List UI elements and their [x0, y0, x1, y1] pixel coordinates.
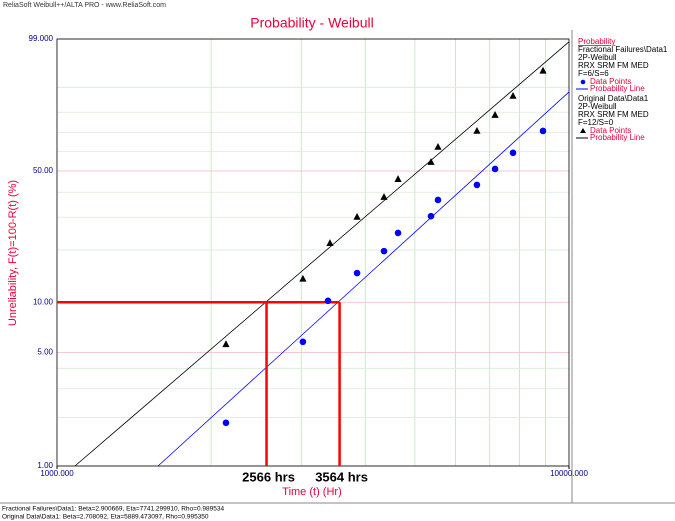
data-point — [434, 142, 442, 150]
y-tick-label: 1.00 — [37, 461, 53, 470]
data-point — [509, 149, 517, 157]
footer-line: Fractional Failures\Data1: Beta=2.900669… — [2, 506, 224, 513]
data-point — [434, 196, 442, 204]
data-point — [326, 239, 334, 246]
footer-line: Original Data\Data1: Beta=2.708092, Eta=… — [2, 514, 209, 521]
data-point — [427, 158, 435, 165]
chart-title: Probability - Weibull — [250, 15, 373, 31]
legend-detail: RRX SRM FM MED — [578, 61, 649, 70]
y-tick-label: 99.000 — [29, 34, 54, 43]
reference-label: 2566 hrs — [242, 469, 295, 484]
data-point — [353, 212, 361, 220]
x-tick-label: 10000.000 — [550, 469, 588, 478]
y-tick-label: 10.00 — [33, 297, 54, 306]
legend-entry: Fractional Failures\Data1 — [578, 45, 668, 54]
data-point — [222, 340, 230, 348]
legend-title: Probability — [578, 37, 615, 46]
y-tick-label: 50.00 — [33, 166, 54, 175]
data-point — [394, 229, 402, 237]
data-point — [427, 212, 435, 220]
data-point — [380, 193, 388, 200]
data-point — [324, 297, 332, 305]
legend-entry: Data Points — [590, 126, 631, 135]
probability-line — [157, 91, 570, 467]
data-point — [491, 165, 499, 173]
reference-label: 3564 hrs — [315, 469, 368, 484]
legend-entry: Probability Line — [590, 133, 645, 142]
probability-line — [74, 41, 570, 467]
legend-detail: 2P-Weibull — [578, 102, 617, 111]
legend-entry: Data Points — [590, 77, 631, 86]
data-point — [222, 419, 230, 427]
legend-entry: Probability Line — [590, 84, 645, 93]
y-axis-title: Unreliability, F(t)=100-R(t) (%) — [7, 180, 19, 326]
plot-frame — [56, 38, 570, 467]
data-point — [509, 91, 517, 99]
legend-entry: Original Data\Data1 — [578, 94, 649, 103]
data-point — [473, 126, 481, 134]
legend-marker — [580, 79, 586, 85]
data-point — [299, 338, 307, 346]
data-point — [539, 66, 547, 74]
y-tick-label: 5.00 — [37, 348, 53, 357]
legend-detail: 2P-Weibull — [578, 53, 617, 62]
x-axis-title: Time (t) (Hr) — [282, 486, 341, 498]
data-point — [473, 181, 481, 189]
legend-detail: RRX SRM FM MED — [578, 110, 649, 119]
legend-detail: F=12/S=0 — [578, 118, 614, 127]
data-point — [491, 111, 499, 118]
x-tick-label: 1000.000 — [40, 469, 74, 478]
data-point — [394, 175, 402, 182]
data-point — [380, 247, 388, 255]
data-point — [539, 127, 547, 135]
data-point — [299, 274, 307, 282]
header: ReliaSoft Weibull++/ALTA PRO - www.Relia… — [3, 2, 166, 9]
legend-detail: F=6/S=6 — [578, 69, 609, 78]
data-point — [353, 269, 361, 277]
legend-marker — [580, 128, 586, 133]
